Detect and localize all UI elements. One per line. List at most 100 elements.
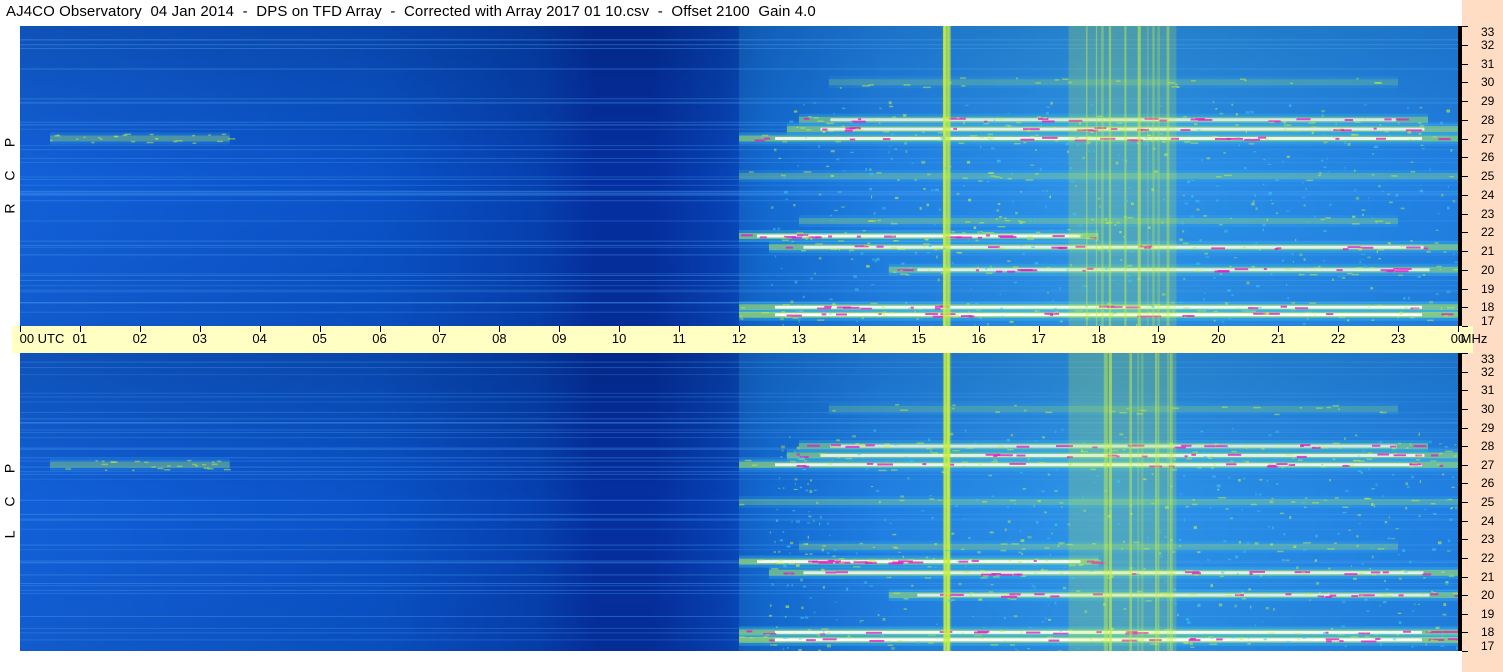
speckle [981, 570, 983, 573]
speckle [1151, 473, 1154, 475]
speckle [1429, 300, 1434, 304]
band-speckle [929, 498, 935, 500]
band-peak [922, 463, 927, 466]
faint-band [20, 478, 1458, 480]
speckle [1179, 301, 1184, 304]
frequency-tick-label: 31 [1481, 56, 1495, 71]
faint-band [20, 471, 1458, 473]
speckle [991, 147, 995, 150]
band-peak [1422, 573, 1432, 576]
speckle [1066, 268, 1069, 272]
band-peak [865, 444, 875, 447]
band-speckle [1398, 274, 1404, 277]
speckle [837, 190, 842, 194]
band-peak [806, 639, 816, 642]
frequency-tick-label: 21 [1481, 569, 1495, 584]
speckle [1184, 202, 1188, 205]
band-speckle [861, 445, 866, 447]
speckle [1261, 446, 1265, 450]
speckle [1019, 530, 1022, 533]
speckle [789, 435, 791, 439]
band-peak [1066, 456, 1073, 459]
band-speckle [1036, 116, 1042, 118]
speckle [1211, 636, 1213, 640]
speckle [891, 647, 895, 650]
speckle [1180, 493, 1182, 496]
faint-band [20, 124, 1458, 126]
frequency-tick-label: 19 [1481, 606, 1495, 621]
band-peak [856, 235, 861, 238]
speckle [908, 307, 910, 311]
speckle [1422, 593, 1424, 596]
speckle [1295, 238, 1297, 242]
speckle [804, 553, 809, 555]
speckle [1031, 246, 1035, 248]
speckle [901, 262, 905, 265]
band-speckle [887, 644, 893, 647]
speckle [866, 264, 870, 268]
band-speckle [999, 177, 1003, 179]
band-speckle [1409, 466, 1414, 468]
band-core [49, 135, 230, 142]
band-speckle [744, 459, 752, 462]
band-peak [1107, 454, 1118, 457]
band-peak [949, 463, 955, 466]
speckle [963, 518, 966, 520]
frequency-tick-label: 26 [1481, 476, 1495, 491]
band-speckle [867, 560, 876, 563]
speckle [1007, 520, 1011, 523]
band-speckle [876, 312, 885, 315]
band-peak [1359, 594, 1375, 597]
band-speckle [207, 468, 214, 470]
burst-streak [1109, 353, 1112, 651]
speckle [1288, 104, 1292, 107]
speckle [1445, 580, 1449, 583]
speckle [1213, 463, 1216, 467]
speckle [807, 511, 810, 513]
band-speckle [1437, 463, 1440, 466]
speckle [1402, 549, 1406, 553]
band-speckle [960, 77, 966, 79]
band-speckle [928, 642, 934, 644]
speckle [980, 316, 982, 320]
polarization-letter: C [1, 496, 18, 507]
band-speckle [164, 469, 171, 471]
speckle [1020, 191, 1022, 193]
band-peak [1351, 595, 1359, 598]
band-speckle [1035, 134, 1039, 136]
speckle [1334, 496, 1339, 500]
band-speckle [1116, 221, 1120, 224]
band-speckle [939, 136, 944, 139]
speckle [905, 150, 908, 153]
speckle [782, 487, 785, 489]
band-speckle [822, 545, 826, 547]
band-speckle [1045, 411, 1053, 414]
speckle [1405, 482, 1409, 486]
speckle [1399, 311, 1403, 315]
band-glow [49, 458, 230, 471]
speckle [936, 623, 938, 625]
band-peak [854, 245, 869, 248]
band-peak [1359, 246, 1374, 249]
speckle [1110, 627, 1114, 630]
speckle [1105, 218, 1107, 221]
band-peak [953, 127, 958, 130]
speckle [1454, 444, 1457, 446]
frequency-tick-label: 27 [1481, 457, 1495, 472]
speckle [797, 316, 802, 320]
speckle [1440, 306, 1442, 310]
band-speckle [1003, 217, 1007, 220]
speckle [1270, 543, 1273, 546]
band-speckle [1325, 217, 1331, 219]
band-peak [1395, 118, 1409, 121]
speckle [1007, 260, 1011, 263]
speckle [1259, 575, 1263, 577]
band-speckle [1427, 631, 1430, 633]
band-speckle [1350, 636, 1358, 638]
speckle [997, 202, 1001, 206]
speckle [1083, 509, 1087, 512]
band-speckle [1444, 314, 1449, 317]
speckle [1000, 307, 1004, 311]
band-peak [1394, 270, 1409, 273]
speckle [1238, 144, 1241, 147]
